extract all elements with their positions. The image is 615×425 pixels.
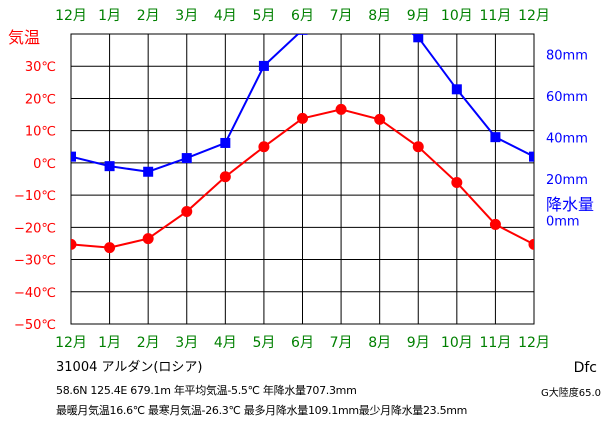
month-label-bottom: 2月: [137, 335, 160, 351]
precipitation-point: [71, 151, 76, 162]
temperature-tick-label: 0℃: [33, 157, 56, 172]
precipitation-tick-label: 60mm: [546, 90, 588, 105]
temperature-axis-labels: 30℃ 20℃ 10℃ 0℃ −10℃ −20℃ −30℃ −40℃ −50℃: [14, 60, 56, 333]
month-label-top: 11月: [480, 8, 512, 24]
temperature-point: [451, 177, 463, 189]
month-label-top: 5月: [252, 8, 275, 24]
temperature-tick-label: −50℃: [14, 318, 56, 333]
month-label-bottom: 11月: [480, 335, 512, 351]
month-label-bottom: 9月: [407, 335, 430, 351]
month-label-top: 9月: [407, 8, 430, 24]
month-label-top: 6月: [291, 8, 314, 24]
month-label-top: 4月: [214, 8, 237, 24]
climate-class: Dfc: [573, 360, 597, 376]
temperature-axis-title: 気温: [8, 28, 40, 47]
month-label-top: 3月: [175, 8, 198, 24]
temperature-tick-label: 10℃: [25, 125, 56, 140]
precipitation-axis-labels: 80mm 60mm 40mm 20mm 0mm: [546, 49, 588, 230]
precipitation-point: [143, 166, 154, 177]
precipitation-tick-label: 20mm: [546, 173, 588, 188]
month-label-bottom: 7月: [330, 335, 353, 351]
precipitation-point: [104, 161, 115, 172]
month-labels: 12月 12月 1月 1月 2月 2月 3月 3月 4月 4月 5月 5月 6月 6月 7月 7月 8月 8月 9月…: [55, 8, 550, 351]
temperature-tick-label: −20℃: [14, 221, 56, 236]
temperature-point: [528, 238, 534, 250]
temperature-tick-label: −30℃: [14, 254, 56, 269]
temperature-point: [412, 141, 424, 153]
temperature-point: [297, 112, 308, 124]
month-label-bottom: 8月: [368, 335, 391, 351]
month-label-bottom: 12月: [518, 335, 550, 351]
precipitation-point: [258, 60, 269, 71]
month-label-top: 1月: [98, 8, 121, 24]
precipitation-point: [413, 34, 424, 43]
temperature-point: [142, 233, 154, 245]
month-label-bottom: 3月: [175, 335, 198, 351]
temperature-point: [335, 103, 347, 115]
temperature-point: [104, 242, 116, 254]
temperature-tick-label: 30℃: [25, 60, 56, 75]
temperature-point: [258, 141, 270, 153]
month-label-top: 12月: [518, 8, 550, 24]
precipitation-point: [181, 153, 192, 164]
precipitation-tick-label: 40mm: [546, 132, 588, 147]
station-name: 31004 アルダン(ロシア): [56, 360, 203, 375]
precipitation-tick-label: 0mm: [546, 214, 580, 229]
month-label-bottom: 5月: [252, 335, 275, 351]
temperature-point: [219, 171, 231, 183]
station-summary-2: 最暖月気温16.6℃ 最寒月気温-26.3℃ 最多月降水量109.1mm最少月降…: [56, 404, 468, 417]
temperature-tick-label: −10℃: [14, 189, 56, 204]
month-label-bottom: 1月: [98, 335, 121, 351]
month-label-top: 7月: [330, 8, 353, 24]
series-layer: [71, 34, 534, 254]
chart-grid: [70, 33, 535, 325]
month-label-bottom: 4月: [214, 335, 237, 351]
precipitation-tick-label: 80mm: [546, 49, 588, 64]
precipitation-point: [529, 151, 534, 162]
month-label-bottom: 12月: [55, 335, 87, 351]
temperature-tick-label: 20℃: [25, 92, 56, 107]
precipitation-axis-title: 降水量: [546, 195, 594, 214]
month-label-bottom: 6月: [291, 335, 314, 351]
month-label-bottom: 10月: [441, 335, 473, 351]
month-label-top: 2月: [137, 8, 160, 24]
precipitation-point: [451, 84, 462, 95]
temperature-point: [181, 206, 193, 218]
temperature-point: [71, 238, 77, 250]
temperature-tick-label: −40℃: [14, 286, 56, 301]
precipitation-point: [490, 132, 501, 143]
temperature-point: [489, 218, 501, 230]
month-label-top: 10月: [441, 8, 473, 24]
month-label-top: 12月: [55, 8, 87, 24]
temperature-point: [374, 113, 386, 125]
month-label-top: 8月: [368, 8, 391, 24]
climate-chart: 12月 12月 1月 1月 2月 2月 3月 3月 4月 4月 5月 5月 6月 6月 7月 7月 8月 8月 9月…: [8, 8, 594, 351]
station-summary-1: 58.6N 125.4E 679.1m 年平均気温-5.5℃ 年降水量707.3…: [56, 384, 357, 397]
precipitation-point: [297, 34, 308, 35]
precipitation-point: [220, 137, 231, 148]
continentality-index: G大陸度65.0: [540, 388, 601, 399]
